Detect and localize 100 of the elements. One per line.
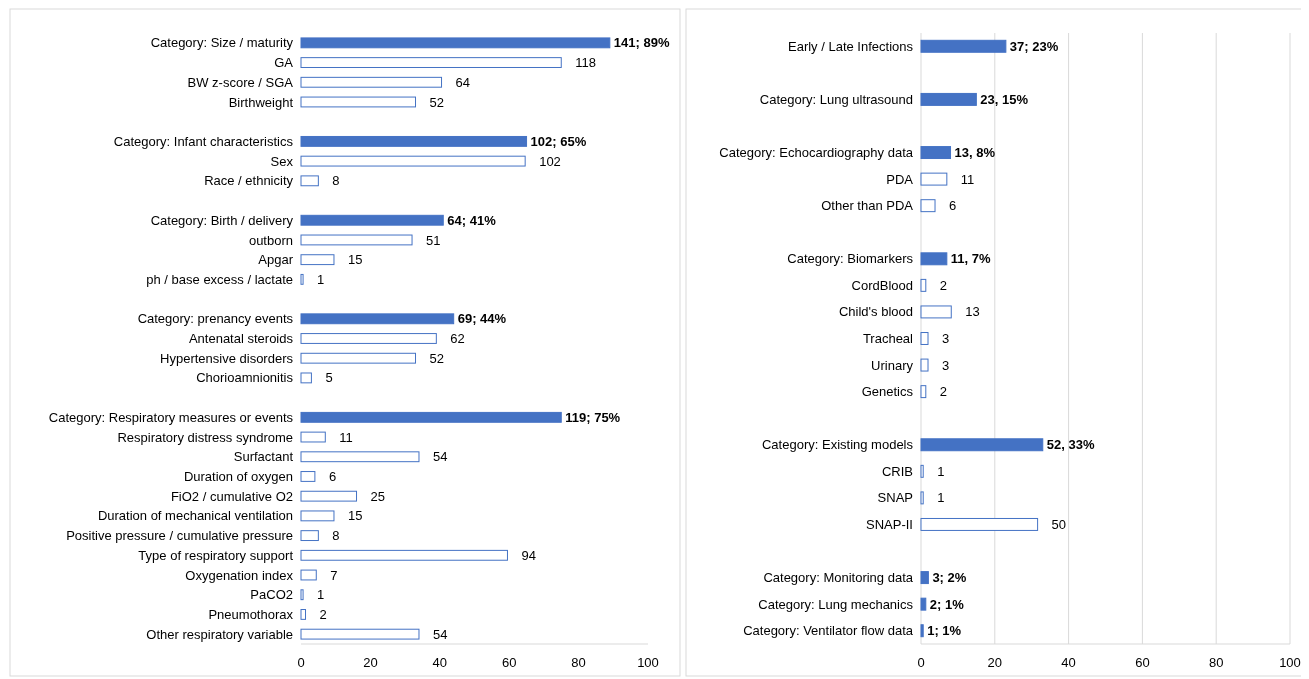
bar	[920, 491, 924, 505]
y-tick-label: Category: Ventilator flow data	[743, 623, 914, 639]
y-tick-label: Antenatal steroids	[188, 331, 294, 347]
bar	[300, 96, 417, 108]
y-tick-label: Tracheal	[862, 331, 914, 347]
data-label: 52, 33%	[1046, 437, 1095, 453]
annotation: 64	[455, 74, 470, 90]
x-tick-label: 20	[987, 654, 1003, 670]
annotation: 52	[429, 94, 444, 110]
bar	[920, 39, 1007, 53]
y-tick-label: PDA	[886, 171, 914, 187]
bar	[300, 273, 304, 285]
y-tick-label: Race / ethnicity	[204, 173, 294, 189]
x-tick-label: 0	[917, 654, 925, 670]
y-tick-label: Category: Lung mechanics	[758, 596, 914, 612]
annotation: 5	[325, 370, 333, 386]
y-tick-label: Early / Late Infections	[787, 38, 914, 54]
annotation: 102	[539, 153, 561, 169]
bar	[300, 549, 508, 561]
y-tick-label: Apgar	[258, 252, 294, 268]
bar	[920, 464, 924, 478]
bar	[300, 372, 312, 384]
annotation: 2	[319, 606, 327, 622]
x-tick-label: 0	[297, 654, 305, 670]
y-tick-label: Urinary	[871, 357, 914, 373]
bar	[920, 252, 948, 266]
bar	[300, 628, 420, 640]
annotation: 52	[429, 350, 444, 366]
y-tick-label: Category: Biomarkers	[787, 251, 914, 267]
annotation: 50	[1051, 517, 1067, 533]
bar	[300, 490, 358, 502]
annotation: 8	[332, 528, 340, 544]
bar	[920, 624, 924, 638]
bar	[300, 411, 562, 423]
bar	[920, 438, 1044, 452]
y-tick-label: Type of respiratory support	[138, 547, 294, 563]
y-tick-label: GA	[274, 55, 294, 71]
annotation: 1	[937, 463, 945, 479]
y-tick-label: Other respiratory variable	[146, 626, 293, 642]
data-label: 1; 1%	[927, 623, 962, 639]
x-tick-label: 40	[1061, 654, 1076, 670]
x-tick-label: 60	[1135, 654, 1150, 670]
annotation: 25	[370, 488, 385, 504]
y-tick-label: CRIB	[881, 463, 913, 479]
bar	[300, 313, 455, 325]
y-tick-label: Surfactant	[233, 449, 294, 465]
bar	[920, 571, 929, 585]
data-label: 11, 7%	[950, 251, 992, 267]
bar	[300, 57, 562, 68]
bar	[300, 451, 420, 463]
y-tick-label: Category: Birth / delivery	[150, 212, 294, 228]
y-tick-label: Category: Monitoring data	[763, 570, 914, 586]
y-tick-label: Positive pressure / cumulative pressure	[66, 528, 293, 544]
annotation: 54	[432, 449, 448, 465]
y-tick-label: Birthweight	[228, 94, 294, 110]
y-tick-label: Genetics	[861, 384, 914, 400]
bar	[920, 358, 929, 372]
x-tick-label: 100	[1279, 654, 1301, 670]
x-tick-label: 60	[501, 654, 517, 670]
bar	[920, 199, 936, 213]
data-label: 13, 8%	[954, 145, 996, 161]
bar	[300, 609, 307, 620]
y-tick-label: Sex	[270, 153, 294, 169]
y-tick-label: Category: Infant characteristics	[113, 133, 294, 149]
annotation: 7	[330, 567, 338, 583]
data-label: 3; 2%	[932, 570, 967, 586]
x-tick-label: 40	[432, 654, 448, 670]
annotation: 11	[339, 429, 353, 445]
annotation: 11	[960, 171, 975, 187]
bar	[920, 278, 927, 292]
y-tick-label: SNAP-II	[866, 517, 913, 533]
y-tick-label: CordBlood	[851, 277, 913, 293]
annotation: 3	[942, 331, 950, 347]
annotation: 15	[347, 252, 363, 268]
data-label: 64; 41%	[447, 212, 497, 228]
bar	[300, 135, 528, 147]
y-tick-label: BW z-score / SGA	[187, 74, 294, 90]
annotation: 6	[949, 198, 957, 214]
annotation: 2	[939, 384, 948, 400]
bar	[300, 234, 413, 246]
bar	[300, 214, 444, 226]
y-tick-label: Pneumothorax	[208, 606, 294, 622]
data-label: 23, 15%	[980, 91, 1029, 107]
bar	[920, 146, 952, 160]
annotation: 15	[347, 508, 363, 524]
annotation: 1	[317, 271, 325, 287]
bar	[300, 589, 304, 601]
bar	[300, 175, 319, 187]
y-tick-label: Child's blood	[838, 304, 913, 320]
y-tick-label: Hypertensive disorders	[160, 350, 294, 366]
y-tick-label: Respiratory distress syndrome	[117, 429, 293, 445]
bar	[920, 385, 927, 399]
y-tick-label: FiO2 / cumulative O2	[170, 488, 293, 504]
x-tick-label: 80	[571, 654, 586, 670]
annotation: 51	[426, 232, 441, 248]
bar	[300, 254, 335, 266]
annotation: 94	[521, 547, 536, 563]
bar	[920, 597, 927, 611]
y-tick-label: SNAP	[877, 490, 913, 506]
x-tick-label: 20	[363, 654, 378, 670]
